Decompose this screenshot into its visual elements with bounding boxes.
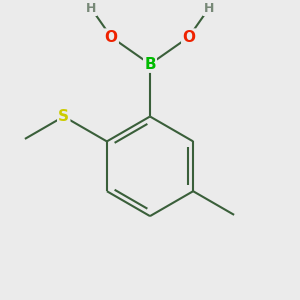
Text: B: B <box>144 57 156 72</box>
Text: O: O <box>182 30 195 45</box>
Text: H: H <box>86 2 96 15</box>
Text: O: O <box>105 30 118 45</box>
Text: H: H <box>204 2 214 15</box>
Text: S: S <box>58 109 69 124</box>
